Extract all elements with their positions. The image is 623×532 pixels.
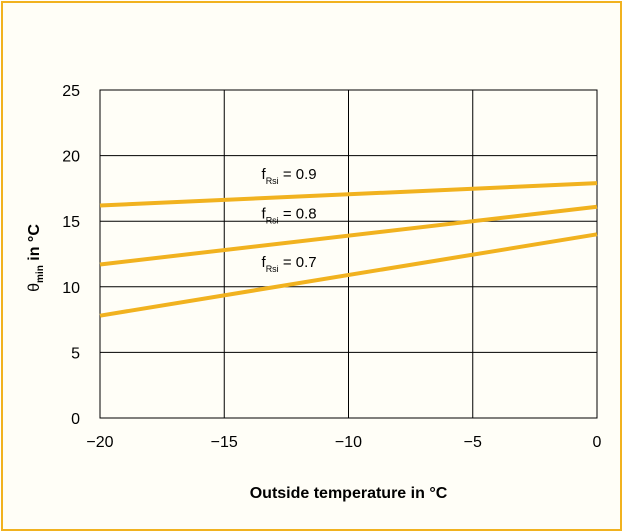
y-axis-title: θmin in °C — [26, 224, 46, 292]
series-line-1 — [99, 204, 598, 267]
y-axis-title-rest: in °C — [26, 224, 43, 266]
x-axis-title: Outside temperature in °C — [250, 485, 448, 502]
series-lines — [99, 181, 598, 318]
y-tick-label-0: 0 — [71, 411, 80, 428]
y-tick-label-4: 20 — [62, 149, 80, 166]
grid — [99, 89, 598, 419]
x-tick-label-0: −20 — [86, 434, 113, 451]
y-axis-title-main: θ — [26, 283, 43, 292]
series-line-0 — [99, 181, 598, 208]
series-label-1: fRsi = 0.8 — [262, 206, 317, 226]
series-line-2 — [99, 232, 598, 318]
y-tick-label-5: 25 — [62, 83, 80, 100]
y-axis-title-sub: min — [35, 265, 46, 283]
series-label-2: fRsi = 0.7 — [262, 254, 317, 274]
x-tick-label-1: −15 — [211, 434, 238, 451]
x-tick-label-3: −5 — [464, 434, 482, 451]
y-tick-label-1: 5 — [71, 345, 80, 362]
series-label-0: fRsi = 0.9 — [262, 166, 317, 186]
tick-labels: −20 −15 −10 −5 0 0 5 10 15 20 25 — [62, 83, 601, 451]
x-tick-label-4: 0 — [593, 434, 602, 451]
x-tick-label-2: −10 — [335, 434, 362, 451]
series-labels: fRsi = 0.9 fRsi = 0.8 fRsi = 0.7 — [262, 166, 317, 274]
y-tick-label-3: 15 — [62, 214, 80, 231]
y-tick-label-2: 10 — [62, 280, 80, 297]
